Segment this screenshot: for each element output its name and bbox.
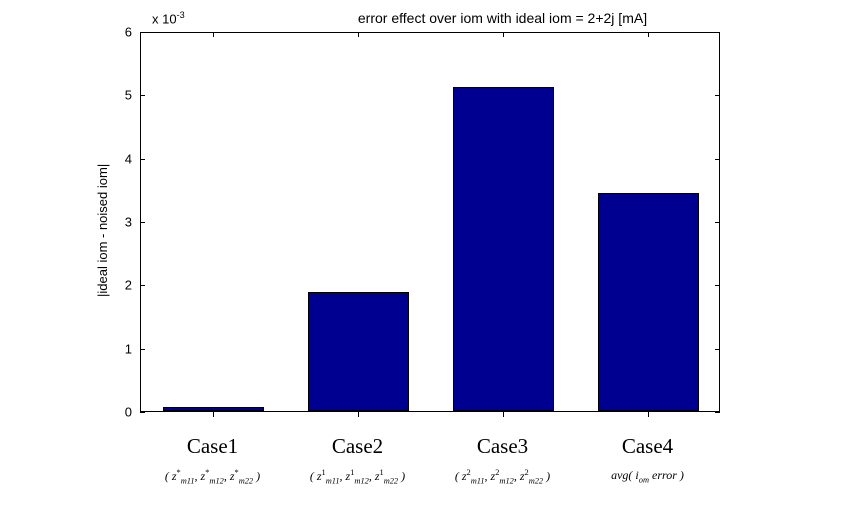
y-tick-mark [140,349,145,350]
exponent-base: x 10 [152,11,177,26]
y-tick-mark [140,285,145,286]
x-category-sublabel: ( z2m11, z2m12, z2m22 ) [455,468,550,485]
y-tick-mark [140,32,145,33]
y-tick-label: 5 [110,88,132,103]
y-tick-label: 1 [110,341,132,356]
y-tick-mark [715,95,720,96]
x-category-sublabel: ( z*m11, z*m12, z*m22 ) [165,468,260,485]
y-tick-mark [715,222,720,223]
y-axis-exponent: x 10-3 [152,10,185,26]
x-category-sublabel: avg( iom error ) [611,468,684,484]
x-category-label: Case2 [332,434,383,459]
x-tick-mark [213,412,214,417]
y-tick-mark [715,32,720,33]
x-category-label: Case1 [187,434,238,459]
x-category-sublabel: ( z1m11, z1m12, z1m22 ) [310,468,405,485]
x-category-label: Case3 [477,434,528,459]
x-tick-mark [503,32,504,37]
bar [163,407,265,411]
x-tick-mark [648,32,649,37]
bar [598,193,700,412]
figure: error effect over iom with ideal iom = 2… [0,0,843,516]
x-tick-mark [358,412,359,417]
x-tick-mark [503,412,504,417]
y-tick-mark [140,159,145,160]
y-tick-mark [715,412,720,413]
y-tick-mark [715,285,720,286]
y-tick-mark [140,95,145,96]
y-tick-mark [140,222,145,223]
x-tick-mark [648,412,649,417]
y-tick-mark [715,349,720,350]
x-category-label: Case4 [622,434,673,459]
exponent-power: -3 [177,10,185,20]
plot-area [140,32,720,412]
y-tick-label: 2 [110,278,132,293]
bar [308,292,410,411]
bar [453,87,555,411]
y-tick-mark [140,412,145,413]
y-axis-label: |ideal iom - noised iom| [95,164,110,297]
x-tick-mark [358,32,359,37]
y-tick-label: 6 [110,25,132,40]
y-tick-label: 0 [110,405,132,420]
y-tick-label: 4 [110,151,132,166]
y-tick-label: 3 [110,215,132,230]
x-tick-mark [213,32,214,37]
chart-title: error effect over iom with ideal iom = 2… [285,10,720,26]
y-tick-mark [715,159,720,160]
